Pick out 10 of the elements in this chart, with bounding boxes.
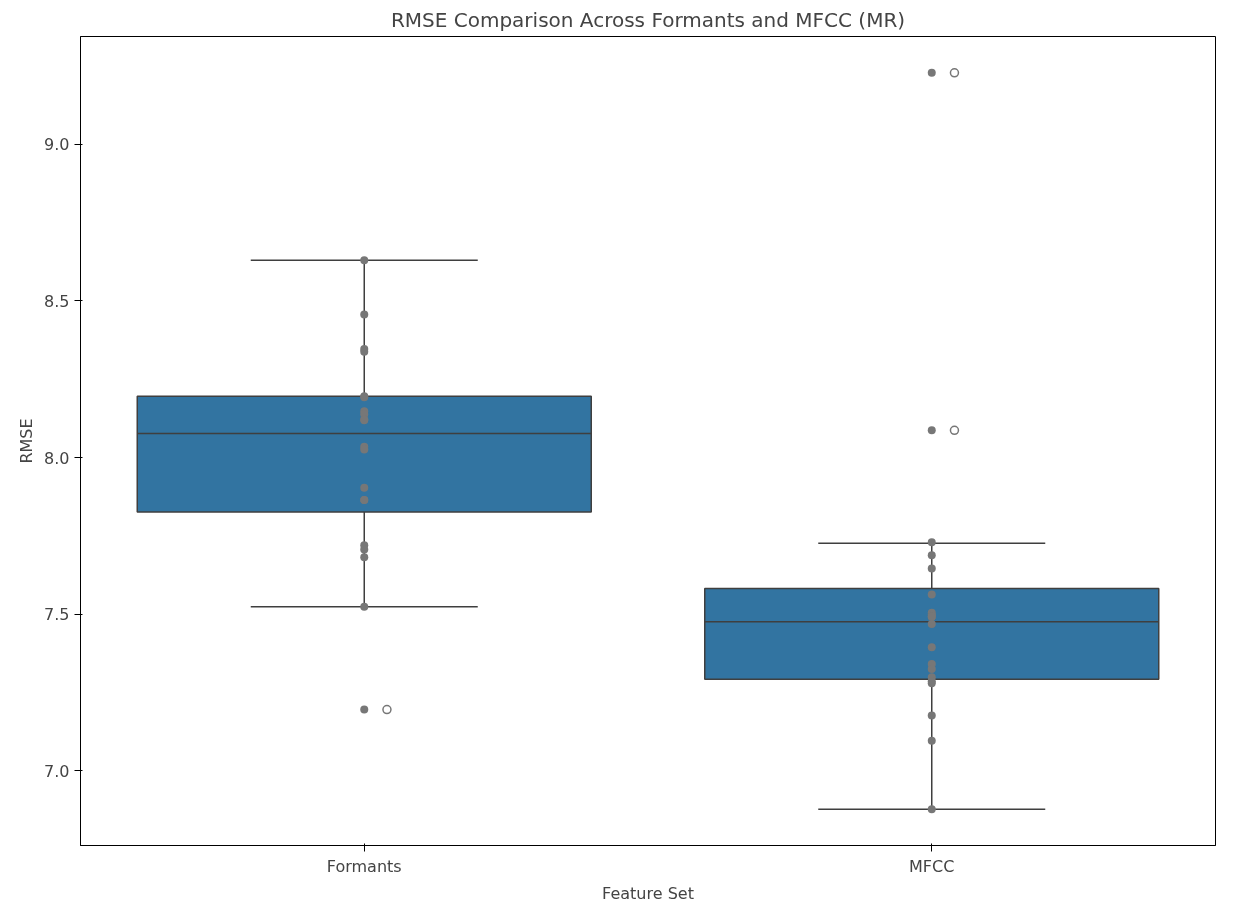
y-tick-label: 9.0	[44, 135, 70, 155]
y-tick-label: 7.0	[44, 761, 70, 781]
chart-title: RMSE Comparison Across Formants and MFCC (MR)	[390, 7, 906, 32]
x-axis-title: Feature Set	[602, 883, 694, 903]
y-axis-title: RMSE	[17, 418, 37, 464]
y-tick-label: 8.5	[44, 291, 70, 311]
y-tick-label: 7.5	[44, 605, 70, 625]
y-tick-label: 8.0	[44, 448, 70, 468]
x-tick-label: MFCC	[909, 856, 955, 876]
x-tick-label: Formants	[326, 856, 402, 876]
